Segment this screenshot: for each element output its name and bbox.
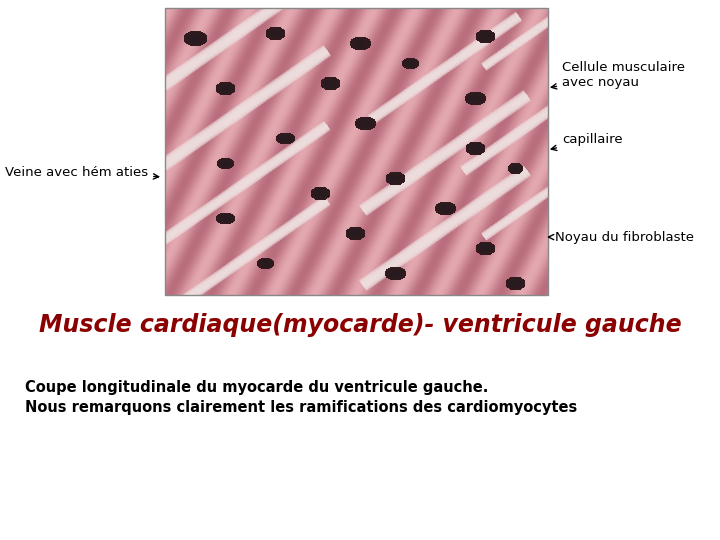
Bar — [165, 8, 548, 295]
Text: Coupe longitudinale du myocarde du ventricule gauche.: Coupe longitudinale du myocarde du ventr… — [25, 380, 488, 395]
Text: capillaire: capillaire — [552, 133, 623, 151]
Text: Nous remarquons clairement les ramifications des cardiomyocytes: Nous remarquons clairement les ramificat… — [25, 400, 577, 415]
Text: Muscle cardiaque(myocarde)- ventricule gauche: Muscle cardiaque(myocarde)- ventricule g… — [39, 313, 681, 337]
Text: Noyau du fibroblaste: Noyau du fibroblaste — [549, 232, 694, 245]
Text: Cellule musculaire
avec noyau: Cellule musculaire avec noyau — [552, 61, 685, 89]
Text: Veine avec hém aties: Veine avec hém aties — [5, 165, 158, 179]
